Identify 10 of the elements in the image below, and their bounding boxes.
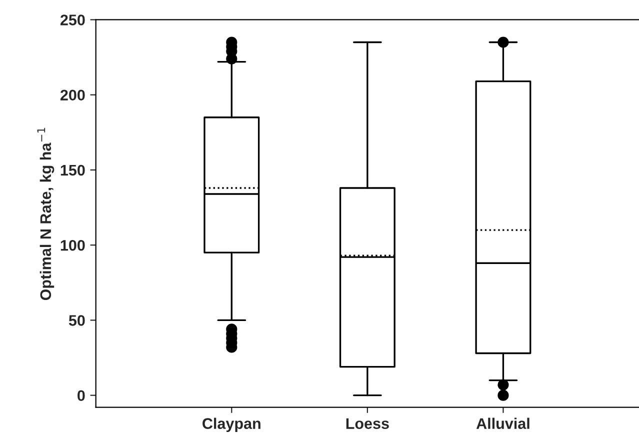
- x-tick-label: Loess: [346, 418, 389, 429]
- y-tick-label: 150: [60, 164, 85, 176]
- y-tick-label: 50: [68, 315, 85, 326]
- y-tick-label: 100: [60, 240, 85, 251]
- y-tick-label: 250: [60, 14, 85, 26]
- y-tick-label: 200: [60, 90, 85, 101]
- x-tick-label: Claypan: [202, 418, 260, 432]
- x-tick-label: Alluvial: [476, 418, 530, 429]
- y-axis-title: Optimal N Rate, kg ha$^{−1}$: [37, 128, 54, 300]
- y-tick-label: 0: [78, 390, 85, 402]
